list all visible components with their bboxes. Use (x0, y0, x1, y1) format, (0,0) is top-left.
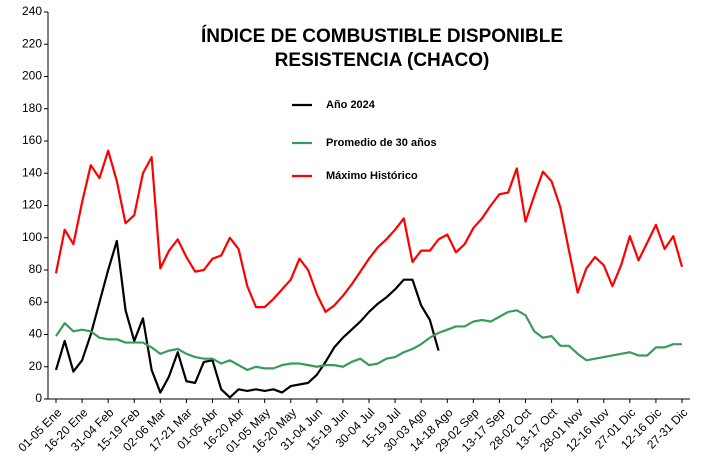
y-tick-label: 0 (35, 391, 42, 405)
chart-title: ÍNDICE DE COMBUSTIBLE DISPONIBLE (201, 25, 563, 47)
legend-label: Promedio de 30 años (326, 137, 437, 149)
y-tick-label: 160 (22, 133, 42, 147)
y-tick-label: 120 (22, 198, 42, 212)
chart-title: RESISTENCIA (CHACO) (275, 50, 490, 71)
legend-label: Año 2024 (326, 99, 376, 111)
y-tick-label: 40 (29, 327, 43, 341)
series-line (55, 309, 682, 372)
y-tick-label: 60 (29, 294, 43, 308)
y-tick-label: 20 (29, 359, 43, 373)
y-tick-label: 80 (29, 262, 43, 276)
y-tick-label: 100 (22, 230, 42, 244)
series-line (54, 149, 684, 314)
series-line (54, 239, 440, 399)
y-tick-label: 140 (22, 165, 42, 179)
y-tick-label: 240 (22, 4, 42, 18)
y-tick-label: 220 (22, 36, 42, 50)
legend-label: Máximo Histórico (326, 170, 418, 182)
y-tick-label: 200 (22, 69, 42, 83)
y-tick-label: 180 (22, 101, 42, 115)
